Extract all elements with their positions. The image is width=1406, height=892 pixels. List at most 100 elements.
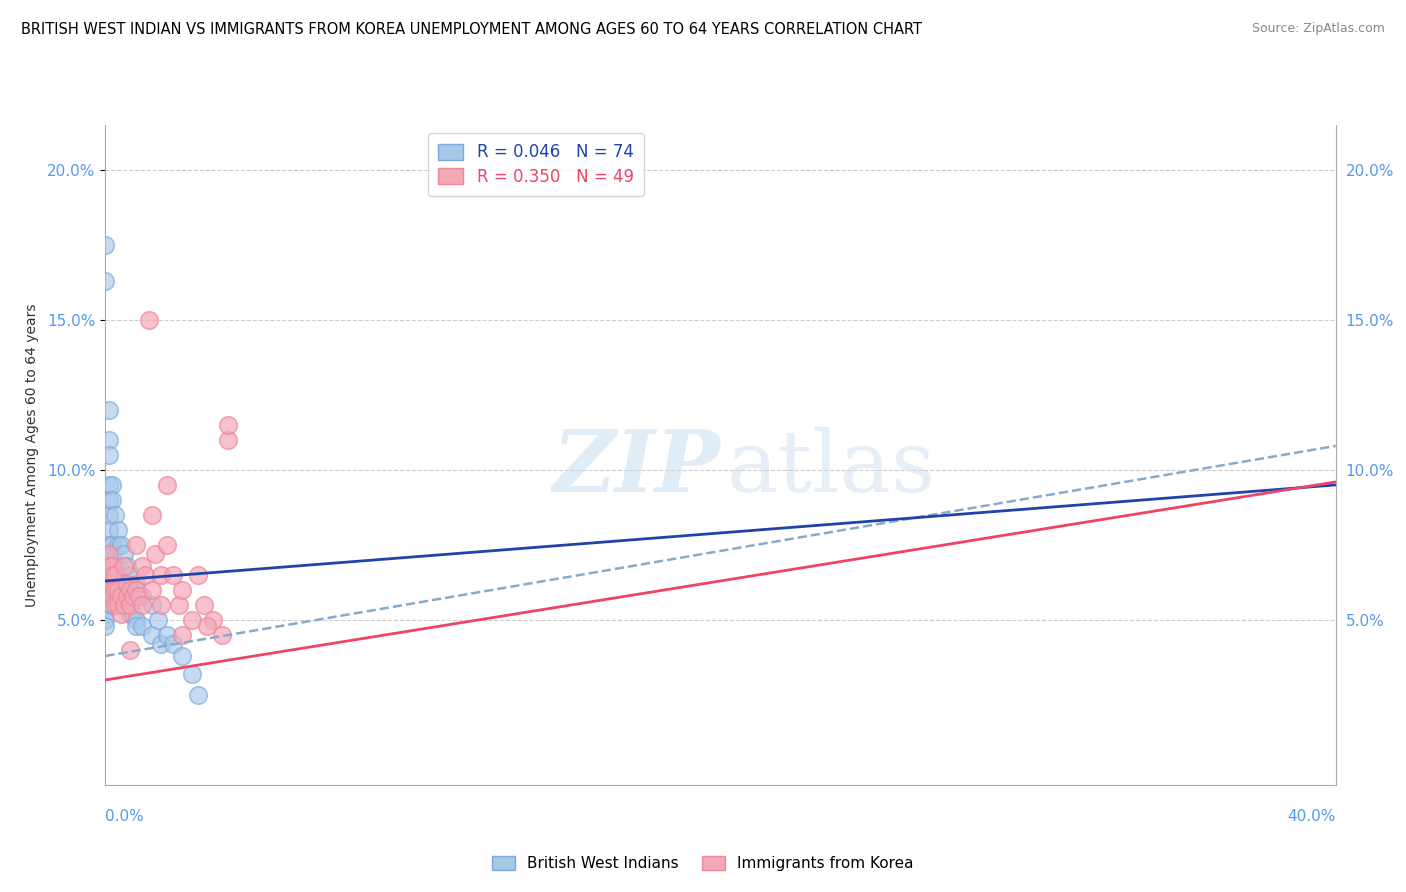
- Point: [104, 589, 127, 603]
- Point: [97, 478, 120, 492]
- Legend: R = 0.046   N = 74, R = 0.350   N = 49: R = 0.046 N = 74, R = 0.350 N = 49: [429, 133, 644, 196]
- Point: [97, 403, 120, 417]
- Point: [138, 313, 160, 327]
- Legend: British West Indians, Immigrants from Korea: British West Indians, Immigrants from Ko…: [486, 849, 920, 877]
- Point: [100, 547, 122, 561]
- Point: [104, 508, 127, 522]
- Point: [112, 547, 135, 561]
- Text: ZIP: ZIP: [553, 426, 721, 510]
- Point: [104, 568, 127, 582]
- Point: [149, 598, 172, 612]
- Point: [97, 547, 120, 561]
- Point: [162, 568, 184, 582]
- Point: [112, 598, 135, 612]
- Point: [120, 568, 141, 582]
- Point: [100, 538, 122, 552]
- Point: [97, 558, 120, 573]
- Point: [128, 589, 150, 603]
- Point: [94, 598, 117, 612]
- Point: [149, 637, 172, 651]
- Point: [100, 582, 122, 597]
- Point: [100, 478, 122, 492]
- Point: [110, 582, 132, 597]
- Point: [100, 558, 122, 573]
- Text: atlas: atlas: [727, 426, 936, 509]
- Point: [172, 648, 194, 663]
- Point: [156, 478, 179, 492]
- Point: [100, 568, 122, 582]
- Point: [115, 577, 138, 591]
- Point: [94, 613, 117, 627]
- Point: [94, 547, 117, 561]
- Point: [94, 568, 117, 582]
- Point: [97, 574, 120, 588]
- Point: [146, 613, 169, 627]
- Point: [94, 558, 117, 573]
- Point: [149, 568, 172, 582]
- Point: [125, 619, 148, 633]
- Point: [156, 628, 179, 642]
- Point: [193, 598, 215, 612]
- Point: [172, 628, 194, 642]
- Point: [122, 607, 145, 621]
- Point: [107, 574, 129, 588]
- Point: [115, 558, 138, 573]
- Point: [125, 538, 148, 552]
- Point: [218, 417, 240, 432]
- Point: [94, 619, 117, 633]
- Point: [195, 619, 218, 633]
- Point: [141, 508, 163, 522]
- Point: [97, 574, 120, 588]
- Point: [94, 582, 117, 597]
- Point: [180, 667, 202, 681]
- Point: [134, 568, 156, 582]
- Point: [112, 558, 135, 573]
- Point: [110, 607, 132, 621]
- Point: [122, 589, 145, 603]
- Point: [211, 628, 233, 642]
- Point: [94, 589, 117, 603]
- Point: [143, 547, 166, 561]
- Point: [112, 589, 135, 603]
- Point: [100, 568, 122, 582]
- Point: [131, 598, 153, 612]
- Point: [125, 582, 148, 597]
- Point: [97, 568, 120, 582]
- Point: [97, 547, 120, 561]
- Point: [120, 582, 141, 597]
- Point: [131, 589, 153, 603]
- Point: [110, 538, 132, 552]
- Point: [115, 589, 138, 603]
- Point: [141, 628, 163, 642]
- Text: BRITISH WEST INDIAN VS IMMIGRANTS FROM KOREA UNEMPLOYMENT AMONG AGES 60 TO 64 YE: BRITISH WEST INDIAN VS IMMIGRANTS FROM K…: [21, 22, 922, 37]
- Point: [125, 577, 148, 591]
- Point: [104, 574, 127, 588]
- Point: [104, 598, 127, 612]
- Point: [100, 589, 122, 603]
- Point: [131, 619, 153, 633]
- Point: [94, 238, 117, 252]
- Y-axis label: Unemployment Among Ages 60 to 64 years: Unemployment Among Ages 60 to 64 years: [25, 303, 39, 607]
- Point: [104, 558, 127, 573]
- Point: [180, 613, 202, 627]
- Point: [169, 598, 191, 612]
- Point: [125, 613, 148, 627]
- Point: [110, 574, 132, 588]
- Point: [100, 582, 122, 597]
- Text: 0.0%: 0.0%: [105, 809, 145, 823]
- Point: [120, 643, 141, 657]
- Point: [107, 582, 129, 597]
- Point: [107, 523, 129, 537]
- Point: [131, 558, 153, 573]
- Point: [107, 538, 129, 552]
- Point: [107, 582, 129, 597]
- Point: [107, 598, 129, 612]
- Point: [110, 589, 132, 603]
- Text: 40.0%: 40.0%: [1288, 809, 1336, 823]
- Point: [94, 274, 117, 288]
- Point: [97, 433, 120, 447]
- Text: Source: ZipAtlas.com: Source: ZipAtlas.com: [1251, 22, 1385, 36]
- Point: [202, 613, 225, 627]
- Point: [97, 558, 120, 573]
- Point: [120, 607, 141, 621]
